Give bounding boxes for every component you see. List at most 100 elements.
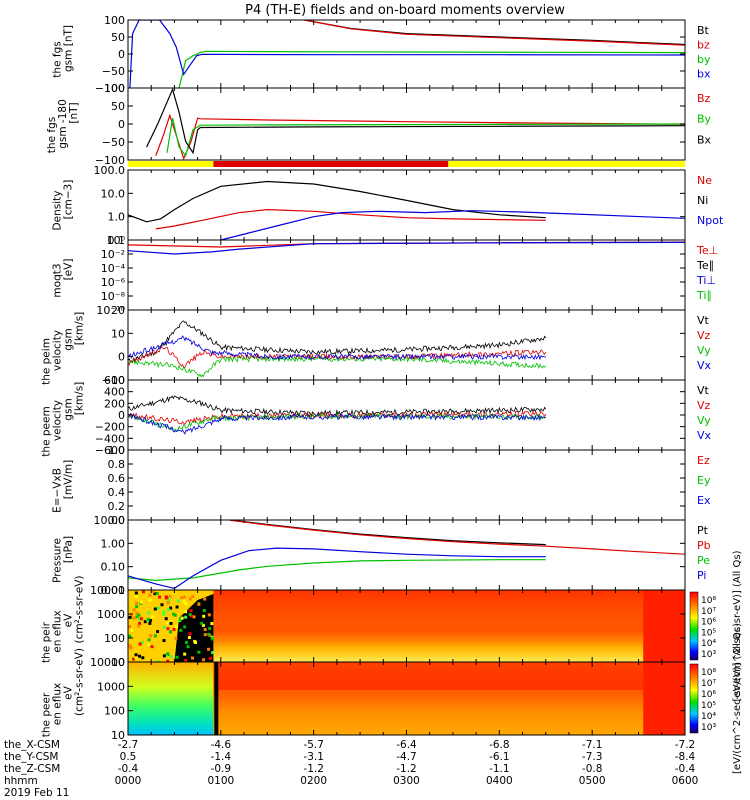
spectrogram-pixel [182, 599, 186, 603]
y-axis-label-line: the fgs [46, 117, 58, 153]
spectrogram-pixel [192, 615, 196, 619]
y-tick-label: 400 [104, 386, 125, 399]
spectrogram-pixel [169, 621, 173, 625]
panel-fgs_gsm_zoom: 100 50 0 −50 −100 the fgs gsm -180 [nT] Bz By Bx [46, 82, 712, 167]
time-axis-value: 0500 [579, 775, 606, 787]
spectrogram-pixel [130, 613, 134, 617]
time-axis-value: -7.2 [675, 739, 696, 751]
spectrogram-pixel [172, 628, 176, 632]
spectrogram-pixel [149, 634, 153, 638]
time-axis-value: -0.4 [675, 763, 696, 775]
spectrogram-pixel [166, 659, 170, 662]
time-axis-value: -2.7 [118, 739, 139, 751]
series-line-Vx [128, 412, 546, 435]
spectrogram-pixel [207, 632, 211, 636]
y-tick-label: −50 [102, 136, 125, 149]
spectrogram-pixel [160, 603, 164, 607]
spectrogram-pixel [202, 609, 206, 613]
spectrogram-pixel [180, 616, 184, 620]
y-axis-label-line: the fgs [52, 41, 64, 77]
spectrogram-pixel [151, 615, 155, 619]
legend-entry: Vy [697, 344, 711, 357]
spectrogram-pixel [138, 642, 142, 646]
y-tick-label: 100 [104, 14, 125, 27]
y-tick-label: 0.8 [108, 458, 126, 471]
y-axis-label: moqt3 [eV] [52, 259, 75, 298]
spectrogram-pixel [203, 597, 207, 601]
time-axis-value: -1.4 [211, 751, 232, 763]
spectrogram-pixel [208, 627, 212, 631]
time-axis-row-label: the_X-CSM [4, 739, 60, 751]
time-axis-value: -0.9 [211, 763, 232, 775]
spectrogram-left [128, 662, 214, 735]
y-tick-label: 1000 [97, 680, 125, 693]
spectrogram-pixel [168, 630, 172, 634]
y-tick-label: 0.0 [108, 514, 126, 527]
legend-entry: Vt [697, 314, 710, 327]
series-group [128, 180, 685, 240]
mode-bar-segment [448, 161, 685, 167]
y-axis-label-line: [km/s] [74, 312, 86, 346]
legend-entry: Ni [697, 194, 708, 207]
spectrogram-pixel [197, 602, 201, 606]
colorbar-tick-label: 10⁷ [701, 679, 716, 689]
y-axis-label-line: gsm [63, 398, 75, 420]
y-tick-label: 0 [118, 351, 125, 364]
series-line-Vx [128, 335, 546, 361]
spectrogram-pixel [135, 611, 139, 615]
legend-entry: Vx [697, 359, 712, 372]
spectrogram-pixel [190, 636, 194, 640]
spectrogram-pixel [184, 615, 188, 619]
spectrogram-pixel [143, 620, 147, 624]
colorbar-tick-label: 10⁸ [701, 596, 716, 606]
series-group [128, 395, 547, 435]
series-line-Ni [128, 180, 546, 223]
legend-entry: Vz [697, 399, 711, 412]
spectrogram-gap [214, 662, 219, 735]
y-axis-label-line: (cm²-s-sr-eV) [74, 648, 86, 716]
spectrogram-pixel [128, 634, 132, 638]
spectrogram-pixel [193, 655, 197, 659]
series-line-Pb [230, 520, 685, 555]
y-tick-label: −100 [95, 82, 125, 95]
spectrogram-pixel [134, 594, 138, 598]
legend-entry: Npot [697, 214, 724, 227]
series-line-Vz [128, 410, 547, 425]
y-tick-label: 1.00 [101, 537, 126, 550]
time-axis-row-label: the_Y-CSM [4, 751, 59, 763]
legend-entry: Te⊥ [696, 244, 718, 257]
spectrogram-pixel [167, 599, 171, 603]
spectrogram-pixel [148, 598, 152, 602]
spectrogram-pixel [135, 605, 139, 609]
legend-entry: Bz [697, 92, 711, 105]
time-axis-value: -0.4 [118, 763, 139, 775]
time-axis-value: 0300 [393, 775, 420, 787]
y-tick-label: 0.4 [108, 486, 126, 499]
spectrogram-pixel [162, 612, 166, 616]
y-tick-label: 10⁻¹⁰ [96, 304, 125, 317]
y-tick-label: −100 [95, 154, 125, 167]
mode-bar [128, 161, 685, 167]
series-line-Pt [230, 520, 546, 546]
y-axis-label: E=−VxB [mV/m] [52, 460, 75, 513]
series-line-Bz [155, 113, 685, 160]
y-axis-label: the fgs gsm [nT] [52, 25, 75, 78]
spectrogram-pixel [176, 599, 180, 603]
legend-entry: Pb [697, 539, 711, 552]
panel-frame [127, 519, 686, 591]
y-tick-label: 50 [111, 31, 125, 44]
y-tick-label: 0 [118, 48, 125, 61]
spectrogram-pixel [190, 646, 194, 650]
spectrogram-pixel [130, 628, 134, 632]
time-axis-value: -8.4 [675, 751, 696, 763]
colorbar-tick-label: 10⁵ [701, 701, 716, 711]
y-axis-label-line: the peer [41, 692, 53, 737]
y-axis-label-line: gsm [63, 328, 75, 350]
spectrogram-pixel [132, 657, 136, 661]
spectrogram-pixel [141, 590, 145, 594]
spectrogram-pixel [139, 617, 143, 621]
spectrogram-pixel [156, 660, 160, 662]
colorbar-label: [eV/(cm^2-sec-sr-eV)] (All Qs) [732, 550, 743, 701]
spectrogram-pixel [179, 628, 183, 632]
